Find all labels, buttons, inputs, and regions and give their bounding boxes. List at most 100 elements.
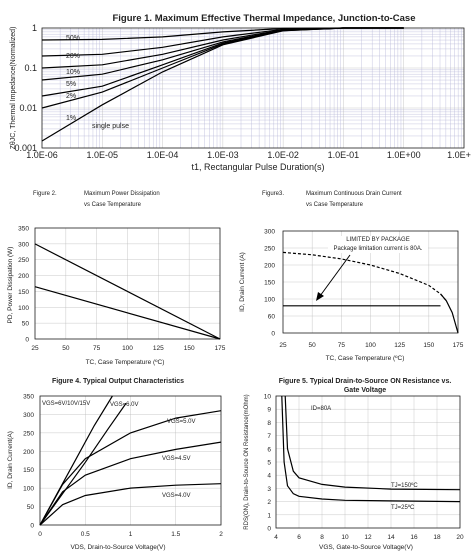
fig5-label-1: TJ=25ºC	[391, 504, 415, 511]
fig4-xtick: 2	[219, 531, 223, 538]
fig2-ytick: 0	[25, 337, 29, 344]
fig1-xtick: 1.0E-02	[267, 150, 299, 160]
fig2-xlabel: TC, Case Temperature (ºC)	[86, 359, 165, 366]
fig2-ytick: 150	[18, 289, 29, 296]
fig2-xtick: 125	[153, 345, 164, 352]
fig3-xtick: 75	[338, 342, 346, 349]
fig2-ytick: 50	[22, 321, 30, 328]
fig1-ytick: 1	[32, 23, 37, 33]
fig1-label-6: single pulse	[92, 123, 129, 130]
fig4-series-4	[39, 483, 222, 526]
fig1-ytick: 0.01	[19, 103, 37, 113]
fig1-xtick: 1.0E-04	[147, 150, 179, 160]
fig5-frame	[275, 395, 461, 529]
fig3-xtick: 150	[423, 342, 434, 349]
fig5-xtick: 20	[456, 534, 464, 541]
fig4-series-1	[39, 403, 127, 526]
fig2-line-1	[34, 286, 221, 340]
fig2-frame	[34, 227, 221, 340]
fig1-frame	[41, 27, 465, 149]
fig1-label-5: 1%	[66, 115, 76, 122]
fig3-drain-current-solid	[440, 293, 459, 334]
fig3-xtick: 175	[453, 342, 464, 349]
fig2-title-b: Maximum Power Dissipation	[84, 191, 160, 197]
fig3-xtick: 100	[365, 342, 376, 349]
fig4-xlabel: VDS, Drain-to-Source Voltage(V)	[70, 544, 165, 551]
fig3-ytick: 0	[271, 331, 275, 338]
fig2-title-c: vs Case Temperature	[84, 202, 142, 208]
fig4-xtick: 0.5	[81, 531, 90, 538]
fig5-xtick: 14	[387, 534, 395, 541]
fig1-xtick: 1.0E-01	[328, 150, 360, 160]
fig1-xlabel: t1, Rectangular Pulse Duration(s)	[191, 162, 324, 172]
fig4-ytick: 200	[23, 449, 34, 456]
fig3-xtick: 25	[279, 342, 287, 349]
fig5-xtick: 8	[320, 534, 324, 541]
fig5-ytick: 2	[267, 499, 271, 506]
fig2-title-a: Figure 2.	[33, 191, 57, 197]
fig4-label-0: VGS=6V/10V/15V	[42, 401, 90, 407]
fig1-label-4: 2%	[66, 93, 76, 100]
fig1-xtick: 1.0E-06	[26, 150, 58, 160]
fig2-xtick: 100	[122, 345, 133, 352]
fig1-ytick: 0.1	[24, 63, 37, 73]
fig4-ytick: 150	[23, 467, 34, 474]
fig4-ylabel: ID, Drain Current(A)	[7, 431, 14, 489]
fig5-xtick: 12	[364, 534, 372, 541]
fig2-xtick: 75	[93, 345, 101, 352]
fig1-ytick: 0.001	[14, 143, 37, 153]
fig3-ytick: 150	[264, 280, 275, 287]
fig4-series-2	[39, 410, 222, 526]
fig4-xtick: 1	[129, 531, 133, 538]
fig5-xtick: 18	[433, 534, 441, 541]
fig5-ylabel: RDS(ON), Drain-to-Source ON Resistance(m…	[244, 394, 250, 529]
fig4-ytick: 350	[23, 394, 34, 401]
fig5-xtick: 16	[410, 534, 418, 541]
fig5-ytick: 10	[264, 394, 272, 401]
fig4-title: Figure 4. Typical Output Characteristics	[52, 378, 184, 385]
fig4-label-4: VGS=4.0V	[162, 493, 191, 499]
fig5-ytick: 9	[267, 407, 271, 414]
fig5-ytick: 0	[267, 526, 271, 533]
fig1-label-2: 10%	[66, 69, 80, 76]
fig5-xtick: 4	[274, 534, 278, 541]
fig3-title-a: Figure3.	[262, 191, 284, 197]
fig4-ytick: 50	[27, 504, 35, 511]
fig2-xtick: 150	[184, 345, 195, 352]
fig1-label-3: 5%	[66, 81, 76, 88]
fig5-series-1	[281, 395, 461, 503]
fig4-xtick: 1.5	[171, 531, 180, 538]
fig5-ytick: 5	[267, 460, 271, 467]
fig2-ytick: 300	[18, 241, 29, 248]
fig5-ytick: 6	[267, 446, 271, 453]
fig4-series-3	[39, 441, 222, 526]
fig1-xtick: 1.0E+00	[387, 150, 421, 160]
fig3-annotation-a: LIMITED BY PACKAGE	[346, 237, 409, 243]
fig5-title-a: Figure 5. Typical Drain-to-Source ON Res…	[279, 378, 452, 385]
fig3-annotation-b: Package limitation current is 80A.	[333, 246, 422, 252]
fig4-ytick: 0	[30, 523, 34, 530]
fig4-ytick: 250	[23, 430, 34, 437]
fig3-xlabel: TC, Case Temperature (ºC)	[326, 355, 405, 362]
fig5-label-0: TJ=150ºC	[391, 482, 418, 489]
fig3-ytick: 200	[264, 263, 275, 270]
fig3-ytick: 250	[264, 246, 275, 253]
fig4-ytick: 300	[23, 412, 34, 419]
fig5-series-0	[284, 395, 461, 491]
fig1-xtick: 1.0E+01	[447, 150, 471, 160]
fig2-ytick: 350	[18, 226, 29, 233]
fig5-xtick: 6	[297, 534, 301, 541]
fig1-series-singlepulse	[41, 27, 404, 142]
fig1-title: Figure 1. Maximum Effective Thermal Impe…	[112, 13, 415, 24]
fig3-ylabel: ID, Drain Current (A)	[239, 252, 246, 312]
fig2-xtick: 25	[31, 345, 39, 352]
fig1-label-1: 20%	[66, 53, 80, 60]
fig5-ytick: 8	[267, 420, 271, 427]
fig4-label-2: VGS=5.0V	[167, 419, 196, 425]
fig5-xlabel: VGS, Gate-to-Source Voltage(V)	[319, 544, 413, 551]
fig3-ytick: 300	[264, 229, 275, 236]
fig5-ytick: 7	[267, 433, 271, 440]
fig1-xtick: 1.0E-05	[87, 150, 119, 160]
fig3-annotation-bg	[328, 236, 428, 253]
